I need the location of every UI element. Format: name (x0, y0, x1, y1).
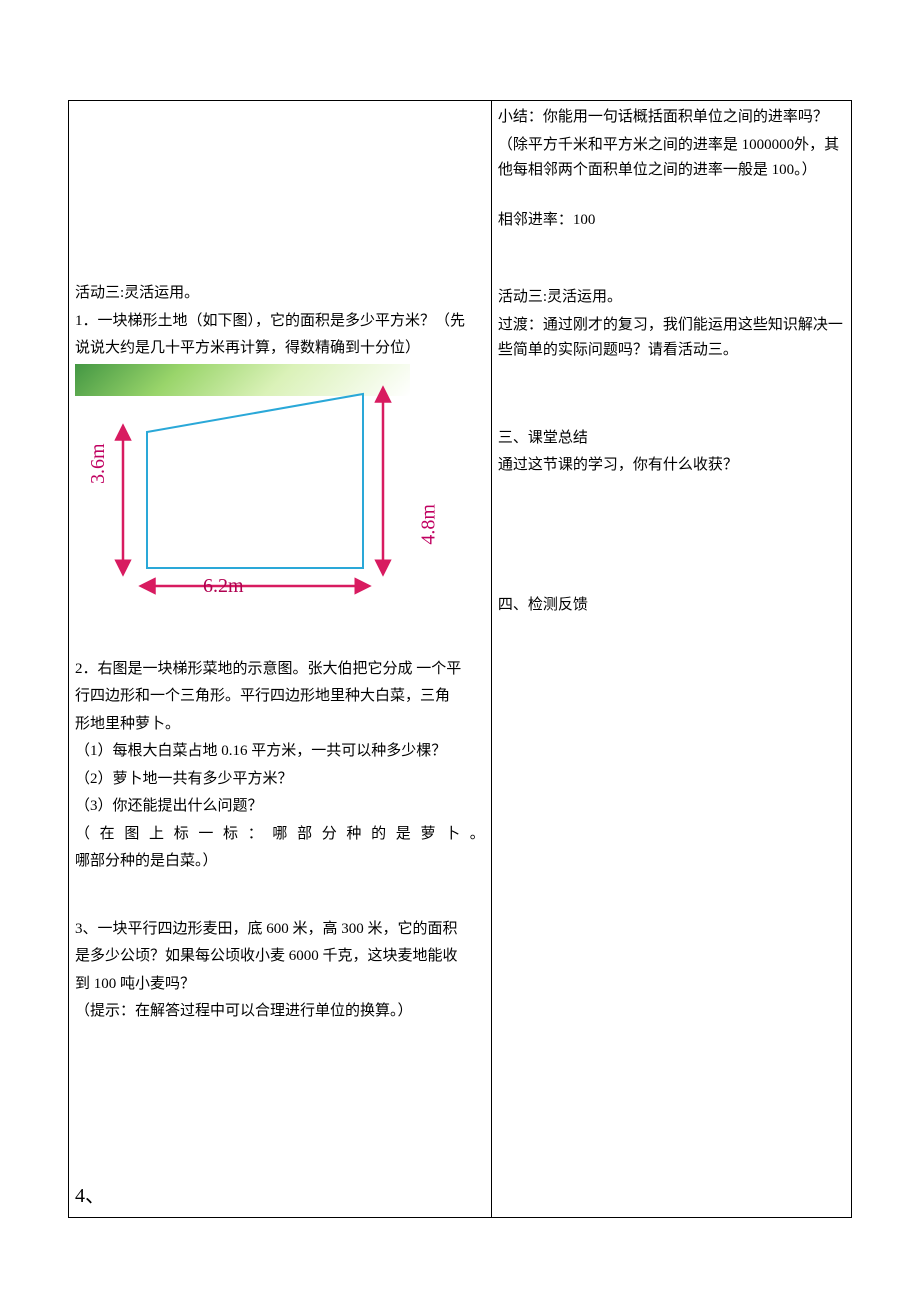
q1-line2: 说说大约是几十平方米再计算，得数精确到十分位） (75, 336, 485, 362)
section4-title: 四、检测反馈 (498, 593, 845, 619)
q3-line3: 到 100 吨小麦吗？ (75, 972, 485, 998)
q4-label: 4、 (75, 1179, 485, 1213)
q3-line2: 是多少公顷？如果每公顷收小麦 6000 千克，这块麦地能收 (75, 944, 485, 970)
q1-line1: 1．一块梯形土地（如下图），它的面积是多少平方米？（先 (75, 309, 485, 335)
section3-body: 通过这节课的学习，你有什么收获？ (498, 453, 845, 479)
summary-lead: 小结：你能用一句话概括面积单位之间的进率吗？ (498, 105, 845, 131)
activity3-title-left: 活动三:灵活运用。 (75, 281, 485, 307)
q2-hint1: （ 在 图 上 标 一 标 ： 哪 部 分 种 的 是 萝 卜 。 (75, 822, 485, 848)
dim-left-label: 3.6m (81, 443, 115, 484)
q3-hint: （提示：在解答过程中可以合理进行单位的换算。） (75, 999, 485, 1025)
trapezoid-figure: 3.6m 4.8m 6.2m (75, 364, 410, 609)
right-column: 小结：你能用一句话概括面积单位之间的进率吗？ （除平方千米和平方米之间的进率是 … (491, 101, 851, 1218)
q2-hint2: 哪部分种的是白菜。） (75, 849, 485, 875)
q3-line1: 3、一块平行四边形麦田，底 600 米，高 300 米，它的面积 (75, 917, 485, 943)
q2-line2: 行四边形和一个三角形。平行四边形地里种大白菜，三角 (75, 684, 485, 710)
dim-right-label: 4.8m (412, 504, 446, 545)
q2-sub1: （1）每根大白菜占地 0.16 平方米，一共可以种多少棵？ (75, 739, 485, 765)
left-column: 活动三:灵活运用。 1．一块梯形土地（如下图），它的面积是多少平方米？（先 说说… (69, 101, 492, 1218)
two-column-layout: 活动三:灵活运用。 1．一块梯形土地（如下图），它的面积是多少平方米？（先 说说… (68, 100, 852, 1218)
q2-line3: 形地里种萝卜。 (75, 712, 485, 738)
dim-bottom-label: 6.2m (203, 569, 244, 603)
q2-line1: 2．右图是一块梯形菜地的示意图。张大伯把它分成 一个平 (75, 657, 485, 683)
summary-body: （除平方千米和平方米之间的进率是 1000000外，其他每相邻两个面积单位之间的… (498, 133, 845, 184)
activity3-body: 过渡：通过刚才的复习，我们能运用这些知识解决一些简单的实际问题吗？请看活动三。 (498, 313, 845, 364)
q2-sub2: （2）萝卜地一共有多少平方米？ (75, 767, 485, 793)
section3-title: 三、课堂总结 (498, 426, 845, 452)
activity3-title-right: 活动三:灵活运用。 (498, 285, 845, 311)
q2-sub3: （3）你还能提出什么问题？ (75, 794, 485, 820)
adjacent-rate: 相邻进率：100 (498, 208, 845, 234)
